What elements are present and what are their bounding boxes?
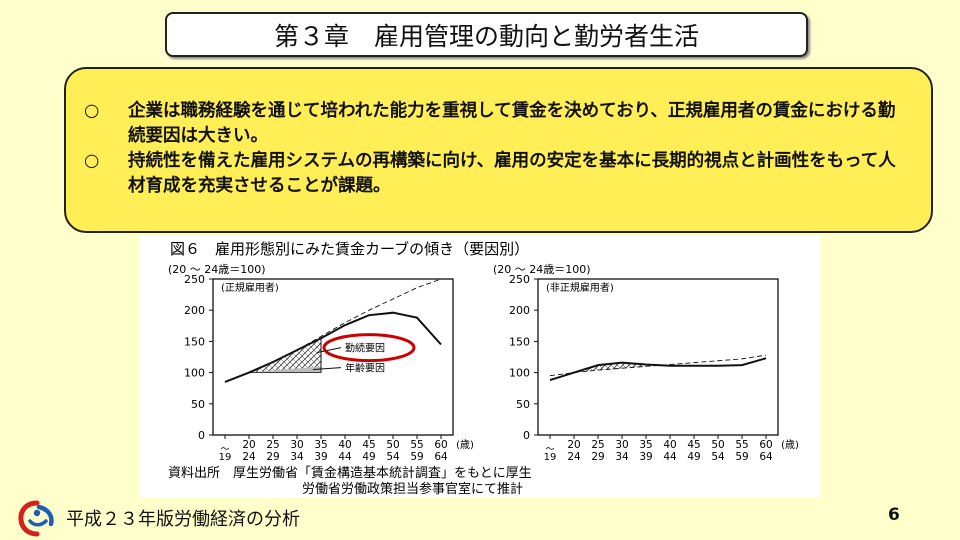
source-line: 労働省労働政策担当参事官室にて推計: [302, 481, 523, 497]
x-tick-label: 25: [591, 439, 604, 451]
bullet-text: 持続性を備えた雇用システムの再構築に向け、雇用の安定を基本に長期的視点と計画性を…: [128, 151, 896, 196]
plot-frame: [212, 278, 454, 436]
x-tick-label: 45: [362, 439, 375, 451]
tenure-annotation: 勤続要因: [345, 342, 385, 355]
x-tick-label: 44: [663, 451, 677, 463]
bullet-text: 企業は職務経験を通じて培われた能力を重視して賃金を決めており、正規雇用者の賃金に…: [128, 101, 896, 146]
x-tick-label: 30: [290, 439, 303, 451]
panel-label: (正規雇用者): [221, 281, 279, 294]
age-annotation: 年齢要因: [345, 362, 385, 375]
x-tick-label: 60: [759, 439, 772, 451]
y-tick-label: 0: [198, 429, 205, 442]
x-tick-label: 30: [615, 439, 628, 451]
x-tick-label: 49: [362, 451, 375, 463]
x-tick-label: 20: [242, 439, 255, 451]
bullet-mark: ○: [84, 101, 100, 121]
x-tick-label: 54: [711, 451, 725, 463]
x-tick-label: 24: [567, 451, 581, 463]
x-tick-label: 39: [639, 451, 652, 463]
y-tick-label: 100: [509, 367, 530, 380]
x-tick-label: 54: [386, 451, 400, 463]
x-tick-label: 55: [410, 439, 423, 451]
y-tick-label: 100: [184, 367, 205, 380]
y-tick-label: 250: [509, 273, 530, 286]
x-unit-label: (歳): [456, 439, 474, 451]
summary-bullet: ○ 企業は職務経験を通じて培われた能力を重視して賃金を決めており、正規雇用者の賃…: [84, 99, 905, 149]
x-tick-label: 40: [338, 439, 351, 451]
tenure-factor-area: [574, 362, 646, 373]
x-tick-label: 29: [266, 451, 279, 463]
y-tick-label: 50: [191, 398, 205, 411]
page-number: 6: [888, 505, 900, 525]
x-tick-label: 35: [639, 439, 652, 451]
y-tick-label: 200: [184, 304, 205, 317]
y-tick-label: 150: [184, 335, 205, 348]
slide-title: 第３章 雇用管理の動向と勤労者生活: [165, 12, 808, 57]
panel-label: (非正規雇用者): [546, 281, 614, 294]
summary-bullet: ○ 持続性を備えた雇用システムの再構築に向け、雇用の安定を基本に長期的視点と計画…: [84, 149, 905, 199]
x-tick-label: 20: [567, 439, 580, 451]
x-tick-label: 45: [687, 439, 700, 451]
ministry-logo-icon: [18, 500, 54, 537]
x-tick-label: 49: [687, 451, 700, 463]
x-tick-label: 50: [386, 439, 399, 451]
x-tick-label: 59: [735, 451, 748, 463]
age-factor-area: [249, 366, 321, 373]
y-tick-label: 0: [523, 429, 530, 442]
wage-curve-line: [224, 311, 442, 383]
x-tick-label: 64: [759, 451, 773, 463]
y-unit-label: (20 ～ 24歳＝100): [168, 263, 266, 276]
x-tick-label: 34: [290, 451, 304, 463]
figure-6: 図６ 雇用形態別にみた賃金カーブの傾き（要因別） 0 50 100 150 200 250…: [140, 236, 820, 498]
leader-line: [312, 367, 342, 370]
x-tick-label: 19: [544, 452, 557, 463]
x-tick-label: 40: [663, 439, 676, 451]
x-tick-label: 34: [615, 451, 629, 463]
tenure-factor-area: [249, 338, 321, 373]
plot-frame: [537, 278, 779, 436]
footer-title: 平成２３年版労働経済の分析: [66, 509, 300, 530]
x-tick-label: 25: [266, 439, 279, 451]
x-tick-label: 55: [735, 439, 748, 451]
x-tick-label: 35: [314, 439, 327, 451]
trend-line: [224, 278, 442, 383]
y-tick-label: 50: [516, 398, 530, 411]
x-tick-label: ～: [220, 445, 229, 455]
y-tick-label: 200: [509, 304, 530, 317]
y-tick-label: 150: [509, 335, 530, 348]
wage-curve-line: [549, 357, 767, 382]
figure-title: 図６ 雇用形態別にみた賃金カーブの傾き（要因別）: [170, 240, 529, 258]
highlight-ellipse: [322, 333, 416, 363]
x-tick-label: ～: [545, 445, 554, 455]
x-unit-label: (歳): [781, 439, 799, 451]
summary-box: ○ 企業は職務経験を通じて培われた能力を重視して賃金を決めており、正規雇用者の賃…: [64, 67, 933, 233]
x-tick-label: 39: [314, 451, 327, 463]
y-unit-label: (20 ～ 24歳＝100): [493, 263, 591, 276]
x-tick-label: 60: [434, 439, 447, 451]
x-tick-label: 50: [711, 439, 724, 451]
x-tick-label: 29: [591, 451, 604, 463]
x-tick-label: 64: [434, 451, 448, 463]
bullet-mark: ○: [84, 151, 100, 171]
wage-curve-figure: 図６ 雇用形態別にみた賃金カーブの傾き（要因別） 050100150200250…: [168, 240, 799, 497]
y-tick-label: 250: [184, 273, 205, 286]
x-tick-label: 59: [410, 451, 423, 463]
source-line: 資料出所 厚生労働省「賃金構造基本統計調査」をもとに厚生: [168, 465, 532, 481]
x-tick-label: 44: [338, 451, 352, 463]
leader-line: [316, 347, 342, 354]
x-tick-label: 19: [219, 452, 232, 463]
x-tick-label: 24: [242, 451, 256, 463]
